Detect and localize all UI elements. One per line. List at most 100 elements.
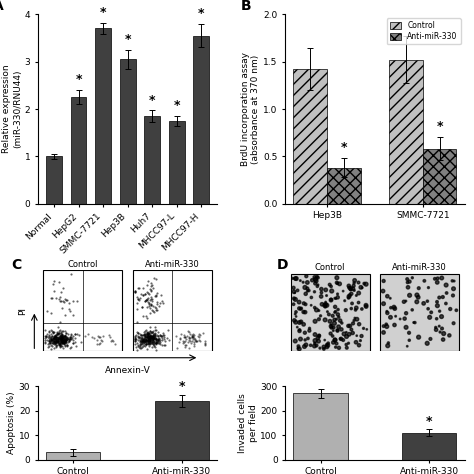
Point	[54, 337, 62, 345]
Point	[346, 322, 354, 330]
Point	[57, 336, 65, 343]
Point	[137, 337, 145, 345]
Text: A: A	[0, 0, 4, 13]
Point	[47, 336, 55, 344]
Point	[149, 333, 157, 341]
Point	[186, 336, 193, 344]
Point	[449, 292, 457, 299]
Point	[41, 339, 49, 346]
Point	[59, 338, 67, 346]
Point	[145, 337, 152, 345]
Point	[54, 323, 61, 330]
Point	[188, 332, 196, 340]
Point	[133, 339, 141, 346]
Point	[406, 278, 413, 285]
Point	[433, 279, 441, 286]
Point	[134, 330, 142, 337]
Point	[57, 338, 65, 346]
Point	[148, 333, 155, 340]
Point	[56, 318, 64, 326]
Point	[386, 294, 394, 302]
Point	[141, 290, 148, 298]
Point	[51, 333, 59, 341]
Point	[314, 274, 322, 282]
Point	[149, 333, 157, 340]
Point	[137, 332, 145, 339]
Point	[66, 307, 74, 315]
Point	[71, 338, 79, 346]
Point	[67, 335, 74, 343]
Point	[351, 277, 358, 284]
Point	[323, 343, 331, 351]
Point	[59, 338, 67, 346]
Point	[356, 337, 364, 345]
Point	[181, 341, 188, 349]
Point	[432, 324, 439, 331]
Point	[93, 337, 100, 344]
Point	[143, 330, 150, 337]
Point	[396, 315, 404, 323]
Point	[190, 338, 198, 346]
Point	[96, 333, 104, 340]
Point	[146, 309, 154, 317]
Point	[355, 341, 363, 349]
Point	[190, 332, 197, 340]
Point	[149, 337, 157, 344]
Point	[300, 308, 307, 316]
Point	[136, 337, 144, 345]
Point	[323, 292, 330, 300]
Point	[433, 315, 440, 322]
Point	[350, 279, 358, 287]
Point	[142, 312, 150, 320]
Point	[57, 337, 64, 345]
Point	[292, 319, 300, 326]
Point	[144, 339, 152, 347]
Point	[46, 336, 53, 343]
Point	[47, 294, 55, 301]
Point	[294, 345, 302, 352]
Point	[67, 333, 74, 341]
Point	[64, 296, 71, 304]
Point	[182, 335, 190, 343]
Point	[50, 287, 58, 294]
Point	[436, 294, 443, 301]
Point	[45, 337, 53, 345]
Point	[149, 335, 156, 343]
Point	[201, 337, 209, 345]
Point	[295, 345, 303, 353]
Point	[56, 340, 64, 348]
Point	[144, 337, 152, 345]
Point	[59, 337, 67, 345]
Point	[139, 336, 146, 344]
Point	[181, 343, 189, 350]
Point	[330, 324, 337, 331]
Point	[415, 333, 422, 341]
Point	[139, 291, 146, 299]
Point	[436, 322, 443, 330]
Point	[185, 328, 192, 336]
Point	[311, 318, 319, 325]
Point	[149, 335, 157, 342]
Point	[196, 337, 203, 345]
Point	[58, 332, 65, 339]
Point	[201, 339, 209, 346]
Point	[142, 335, 150, 342]
Point	[61, 337, 69, 345]
Point	[61, 337, 69, 345]
Point	[420, 300, 428, 307]
Point	[320, 343, 328, 351]
Point	[329, 338, 337, 346]
Point	[94, 332, 102, 340]
Point	[350, 317, 358, 324]
Point	[58, 338, 65, 346]
Point	[60, 333, 67, 340]
Point	[55, 337, 62, 345]
Point	[425, 284, 432, 292]
Text: *: *	[179, 381, 185, 393]
Point	[47, 335, 55, 342]
Point	[141, 342, 149, 349]
Text: C: C	[11, 258, 21, 272]
Point	[303, 285, 311, 292]
Point	[132, 331, 139, 338]
Point	[443, 289, 450, 297]
